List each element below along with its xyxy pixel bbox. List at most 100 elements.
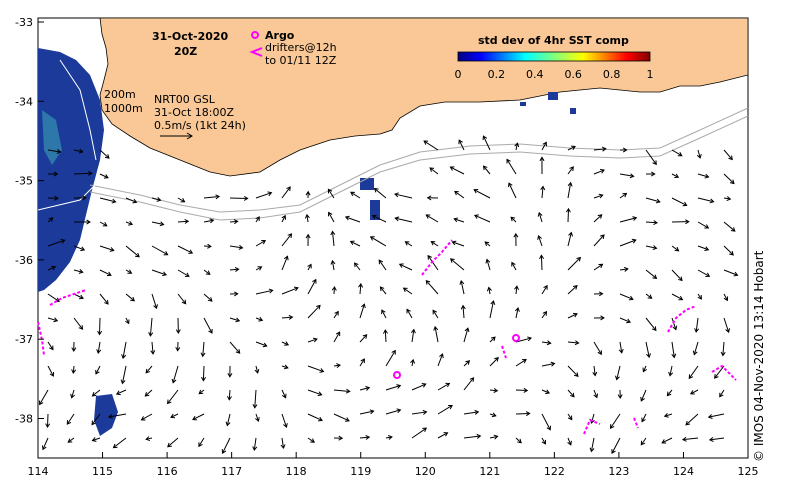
current-vector-shaft [359, 334, 368, 343]
current-vector-head [459, 279, 465, 285]
current-vector [359, 409, 375, 415]
current-vector [567, 340, 580, 346]
current-vector-head [546, 340, 552, 346]
current-vector-head [641, 417, 646, 423]
current-vector [723, 196, 732, 201]
x-tick-label: 121 [479, 465, 500, 478]
current-vector-shaft [229, 317, 240, 322]
current-vector-shaft [151, 221, 164, 225]
current-vector-shaft [593, 389, 598, 398]
current-vector-head [652, 245, 658, 251]
current-vector-shaft [515, 412, 530, 415]
current-vector [125, 197, 138, 204]
current-vector-shaft [425, 280, 439, 295]
current-vector-head [546, 425, 551, 431]
current-vector-shaft [307, 389, 322, 396]
current-vector-shaft [281, 316, 293, 319]
current-vector-head [96, 349, 102, 354]
current-vector-shaft [281, 233, 292, 247]
current-vector [514, 142, 520, 151]
current-vector-shaft [47, 293, 60, 302]
current-vector-head [506, 158, 511, 164]
current-vector-shaft [515, 437, 522, 444]
current-vector-shaft [333, 413, 350, 422]
product-time-label: 31-Oct 18:00Z [154, 106, 234, 119]
current-vector-shaft [593, 263, 603, 271]
current-vector [697, 293, 702, 300]
current-vector-shaft [255, 289, 273, 295]
current-vector [541, 340, 552, 346]
current-vector-shaft [489, 389, 498, 392]
current-vector [73, 195, 87, 201]
current-vector-head [288, 314, 294, 320]
current-vector-shaft [489, 357, 499, 367]
current-vector [454, 190, 465, 199]
current-vector-head [668, 371, 674, 377]
current-vector-shaft [385, 385, 401, 391]
current-vector [330, 259, 336, 271]
current-vector-shaft [385, 350, 396, 367]
current-vector-shaft [113, 437, 127, 449]
current-vector-shaft [722, 341, 725, 356]
current-vector-head [454, 190, 459, 196]
current-vector-shaft [125, 245, 140, 258]
current-vector [541, 141, 547, 151]
current-vector [369, 236, 387, 247]
current-vector-shaft [307, 413, 323, 421]
current-vector-head [120, 379, 126, 385]
current-vector [642, 365, 647, 373]
current-vector-head [49, 372, 55, 377]
current-vector-shaft [411, 329, 415, 343]
current-vector-head [153, 304, 158, 310]
current-vector [427, 254, 439, 271]
current-vector [515, 437, 522, 444]
current-vector-head [198, 389, 204, 395]
current-vector [73, 245, 86, 252]
current-vector [254, 365, 260, 374]
current-vector-head [95, 369, 100, 375]
current-vector-head [541, 439, 546, 445]
current-vector-shaft [47, 365, 54, 377]
current-vector-shaft [664, 413, 673, 417]
current-vector-head [188, 249, 194, 254]
current-vector-head [54, 195, 59, 201]
current-vector [148, 317, 154, 337]
current-vector-shaft [47, 266, 56, 271]
current-vector-head [448, 404, 453, 410]
current-vector-shaft [47, 341, 54, 350]
current-vector-shaft [567, 389, 575, 398]
current-vector-shaft [432, 310, 439, 319]
current-vector [541, 310, 548, 319]
current-vector [255, 191, 273, 199]
current-vector-head [628, 295, 634, 301]
current-vector [411, 427, 428, 439]
current-vector [359, 358, 365, 367]
current-vector-head [373, 187, 379, 193]
current-vector [697, 173, 710, 179]
current-vector [645, 341, 651, 359]
current-vector [47, 341, 54, 351]
current-vector-head [104, 154, 110, 159]
current-vector [305, 233, 311, 247]
x-tick-label: 117 [221, 465, 242, 478]
current-vector-head [91, 391, 97, 397]
current-vector-shaft [463, 411, 479, 415]
current-vector-head [252, 403, 258, 409]
current-vector-head [589, 447, 595, 453]
isobath-200m [89, 107, 749, 213]
current-vector [423, 140, 439, 151]
current-vector-head [707, 414, 713, 419]
current-vector-shaft [645, 317, 657, 331]
current-vector-head [102, 222, 108, 227]
current-vector-head [312, 278, 317, 284]
current-vector-shaft [370, 236, 387, 247]
current-vector-shaft [645, 293, 652, 299]
current-vector-head [567, 440, 572, 446]
current-vector-shaft [99, 293, 109, 305]
current-vector-shaft [515, 337, 532, 343]
current-vector-head [618, 348, 624, 354]
current-vector-shaft [99, 221, 108, 227]
current-vector [689, 389, 699, 395]
current-vector-shaft [541, 389, 550, 394]
current-vector-head [572, 284, 578, 290]
